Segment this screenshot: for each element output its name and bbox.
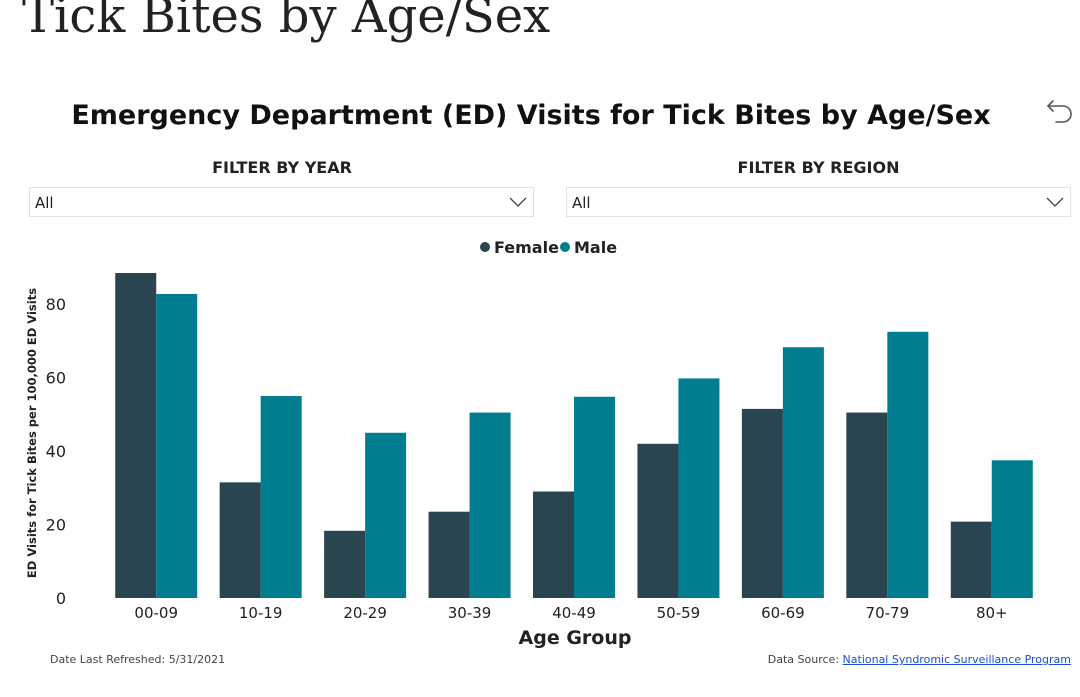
- bar-chart: Female Male 0 20 40 60 80 ED Visits for Tick Bi…: [25, 238, 1033, 649]
- legend-label-male: Male: [574, 238, 617, 257]
- x-tick-label: 80+: [976, 604, 1008, 622]
- data-source-prefix: Data Source:: [767, 653, 843, 666]
- bar-female-60-69: [741, 408, 783, 598]
- bar-female-70-79: [846, 412, 888, 598]
- bar-male-70-79: [887, 331, 929, 598]
- bar-female-30-39: [428, 511, 470, 598]
- legend-marker-male: [560, 242, 570, 252]
- x-tick-label: 30-39: [448, 604, 492, 622]
- legend-label-female: Female: [494, 238, 559, 257]
- x-tick-label: 20-29: [343, 604, 387, 622]
- year-filter-dropdown[interactable]: All: [29, 187, 534, 217]
- x-tick-label: 10-19: [239, 604, 283, 622]
- bar-male-60-69: [782, 347, 824, 598]
- x-tick-label: 40-49: [552, 604, 596, 622]
- x-axis-label: Age Group: [519, 627, 632, 649]
- year-filter-value: All: [35, 194, 54, 212]
- bar-female-40-49: [533, 491, 574, 598]
- bar-female-20-29: [324, 530, 366, 598]
- legend-marker-female: [480, 242, 490, 252]
- bar-female-50-59: [637, 443, 679, 598]
- bar-male-10-19: [260, 396, 302, 598]
- data-source: Data Source: National Syndromic Surveill…: [768, 653, 1071, 666]
- x-tick-label: 70-79: [866, 604, 910, 622]
- bar-male-20-29: [365, 432, 407, 598]
- bar-male-50-59: [678, 378, 720, 598]
- chart-title: Emergency Department (ED) Visits for Tic…: [71, 100, 991, 131]
- chevron-down-icon: [509, 197, 527, 207]
- bar-female-10-19: [219, 482, 261, 598]
- bar-female-80+: [950, 521, 992, 598]
- bar-male-00-09: [156, 293, 198, 598]
- page-heading: Tick Bites by Age/Sex: [22, 0, 551, 44]
- date-last-refreshed: Date Last Refreshed: 5/31/2021: [50, 653, 226, 666]
- undo-arrow-icon[interactable]: [1044, 95, 1076, 127]
- region-filter-dropdown[interactable]: All: [566, 187, 1071, 217]
- y-tick-label: 40: [46, 442, 66, 461]
- data-source-link[interactable]: National Syndromic Surveillance Program: [842, 653, 1071, 666]
- y-tick-label: 60: [46, 369, 66, 388]
- x-tick-label: 00-09: [134, 604, 178, 622]
- region-filter-value: All: [572, 194, 591, 212]
- chevron-down-icon: [1046, 197, 1064, 207]
- y-tick-label: 0: [56, 589, 66, 608]
- bar-female-00-09: [115, 273, 157, 598]
- y-tick-label: 20: [46, 516, 66, 535]
- bar-male-30-39: [469, 412, 511, 598]
- bar-male-80+: [991, 460, 1033, 598]
- x-tick-label: 60-69: [761, 604, 805, 622]
- bar-male-40-49: [574, 396, 615, 598]
- x-tick-label: 50-59: [657, 604, 701, 622]
- y-axis-label: ED Visits for Tick Bites per 100,000 ED …: [25, 288, 39, 578]
- filter-year-label: FILTER BY YEAR: [212, 158, 352, 177]
- y-tick-label: 80: [46, 295, 66, 314]
- filter-region-label: FILTER BY REGION: [737, 158, 900, 177]
